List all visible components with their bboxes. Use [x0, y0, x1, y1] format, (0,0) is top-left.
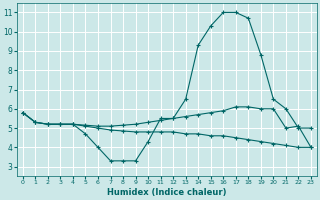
- X-axis label: Humidex (Indice chaleur): Humidex (Indice chaleur): [107, 188, 227, 197]
